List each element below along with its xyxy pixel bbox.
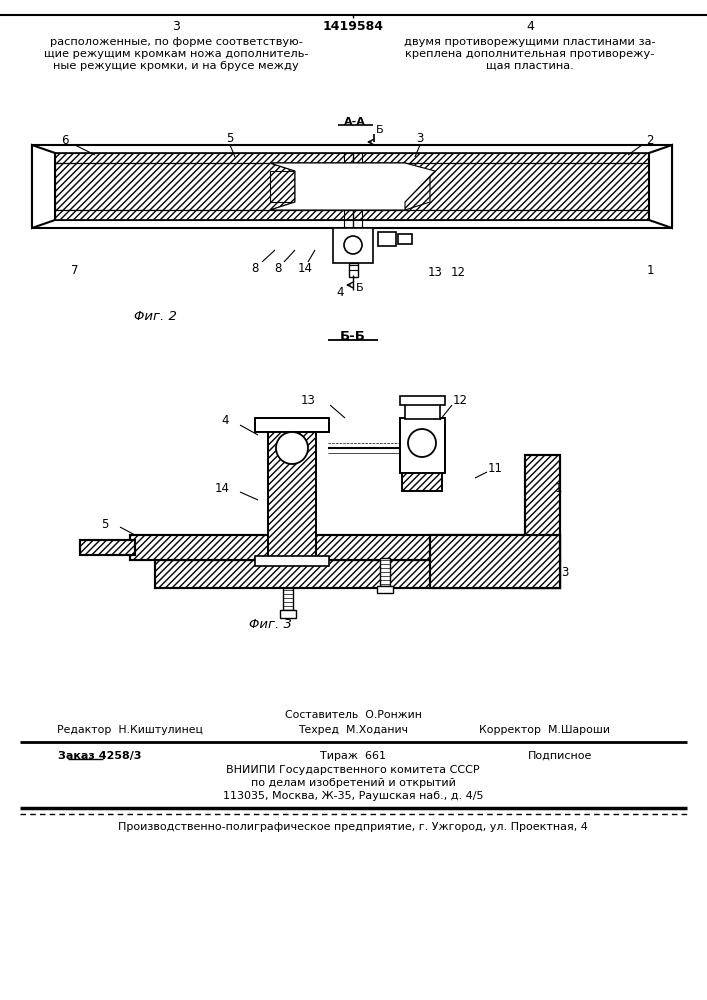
Text: Производственно-полиграфическое предприятие, г. Ужгород, ул. Проектная, 4: Производственно-полиграфическое предприя…	[118, 822, 588, 832]
Text: Б: Б	[356, 283, 364, 293]
Bar	[80, 540, 135, 555]
Text: 7: 7	[71, 263, 78, 276]
Bar	[268, 430, 316, 560]
Bar	[255, 418, 329, 432]
Bar	[130, 535, 560, 560]
Text: по делам изобретений и открытий: по делам изобретений и открытий	[250, 778, 455, 788]
Text: Заказ 4258/3: Заказ 4258/3	[58, 751, 141, 761]
Bar	[405, 403, 440, 419]
Bar	[55, 210, 649, 220]
Bar	[402, 473, 442, 491]
Text: 5: 5	[226, 131, 234, 144]
Bar	[398, 234, 412, 244]
Bar	[525, 455, 560, 588]
Text: 12: 12	[450, 265, 465, 278]
Bar	[405, 163, 649, 210]
Polygon shape	[270, 163, 430, 210]
Text: Φиг. 2: Φиг. 2	[134, 310, 177, 322]
Bar	[283, 588, 293, 610]
Text: 2: 2	[646, 133, 654, 146]
Bar	[55, 153, 649, 163]
Circle shape	[408, 429, 436, 457]
Text: Техред  М.Ходанич: Техред М.Ходанич	[298, 725, 408, 735]
Text: 1419584: 1419584	[322, 20, 383, 33]
Bar	[255, 418, 329, 432]
Text: 4: 4	[337, 286, 344, 298]
Text: ные режущие кромки, и на брусе между: ные режущие кромки, и на брусе между	[53, 61, 299, 71]
Text: 3: 3	[561, 566, 568, 578]
Text: Тираж  661: Тираж 661	[320, 751, 386, 761]
Text: 8: 8	[251, 261, 259, 274]
Text: 3: 3	[172, 20, 180, 33]
Text: креплена дополнительная противорежу-: креплена дополнительная противорежу-	[405, 49, 655, 59]
Text: 3: 3	[416, 131, 423, 144]
Bar	[525, 455, 560, 588]
Text: 4: 4	[526, 20, 534, 33]
Circle shape	[344, 236, 362, 254]
Bar	[380, 558, 390, 586]
Bar	[130, 535, 560, 560]
Text: 11: 11	[488, 462, 503, 475]
Bar	[402, 473, 442, 491]
Text: Б: Б	[376, 125, 384, 135]
Text: щая пластина.: щая пластина.	[486, 61, 574, 71]
Bar	[333, 228, 373, 263]
Bar	[55, 153, 649, 220]
Bar	[32, 145, 672, 228]
Bar	[430, 535, 560, 588]
Text: Редактор  Н.Киштулинец: Редактор Н.Киштулинец	[57, 725, 203, 735]
Circle shape	[276, 432, 308, 464]
Bar	[349, 263, 358, 277]
Bar	[378, 232, 396, 246]
Text: 14: 14	[298, 261, 312, 274]
Bar	[268, 430, 316, 560]
Text: Корректор  М.Шароши: Корректор М.Шароши	[479, 725, 611, 735]
Bar	[155, 560, 560, 588]
Bar	[280, 610, 296, 618]
Bar	[400, 418, 445, 473]
Text: 13: 13	[300, 393, 315, 406]
Text: 1: 1	[646, 263, 654, 276]
Bar	[377, 586, 393, 593]
Text: 12: 12	[452, 393, 467, 406]
Text: Составитель  О.Ронжин: Составитель О.Ронжин	[284, 710, 421, 720]
Text: двумя противорежущими пластинами за-: двумя противорежущими пластинами за-	[404, 37, 656, 47]
Text: щие режущим кромкам ножа дополнитель-: щие режущим кромкам ножа дополнитель-	[44, 49, 308, 59]
Text: 113035, Москва, Ж-35, Раушская наб., д. 4/5: 113035, Москва, Ж-35, Раушская наб., д. …	[223, 791, 484, 801]
Bar	[400, 396, 445, 405]
Text: 13: 13	[428, 265, 443, 278]
Text: А-А: А-А	[344, 117, 366, 127]
Text: расположенные, по форме соответствую-: расположенные, по форме соответствую-	[49, 37, 303, 47]
Text: Подписное: Подписное	[528, 751, 592, 761]
Text: Φиг. 3: Φиг. 3	[249, 618, 291, 632]
Text: 5: 5	[101, 518, 109, 530]
Text: Б-Б: Б-Б	[340, 330, 366, 344]
Bar	[255, 556, 329, 566]
Polygon shape	[649, 145, 672, 228]
Text: 4: 4	[221, 414, 229, 426]
Text: 8: 8	[274, 261, 281, 274]
Text: 14: 14	[214, 482, 230, 494]
Text: 1: 1	[554, 482, 562, 494]
Polygon shape	[32, 145, 55, 228]
Bar	[80, 540, 135, 555]
Bar	[270, 171, 405, 202]
Bar	[155, 560, 560, 588]
Bar	[430, 535, 560, 588]
Bar	[400, 418, 445, 473]
Bar	[55, 163, 295, 210]
Text: 6: 6	[62, 133, 69, 146]
Text: ВНИИПИ Государственного комитета СССР: ВНИИПИ Государственного комитета СССР	[226, 765, 480, 775]
Polygon shape	[270, 163, 435, 210]
